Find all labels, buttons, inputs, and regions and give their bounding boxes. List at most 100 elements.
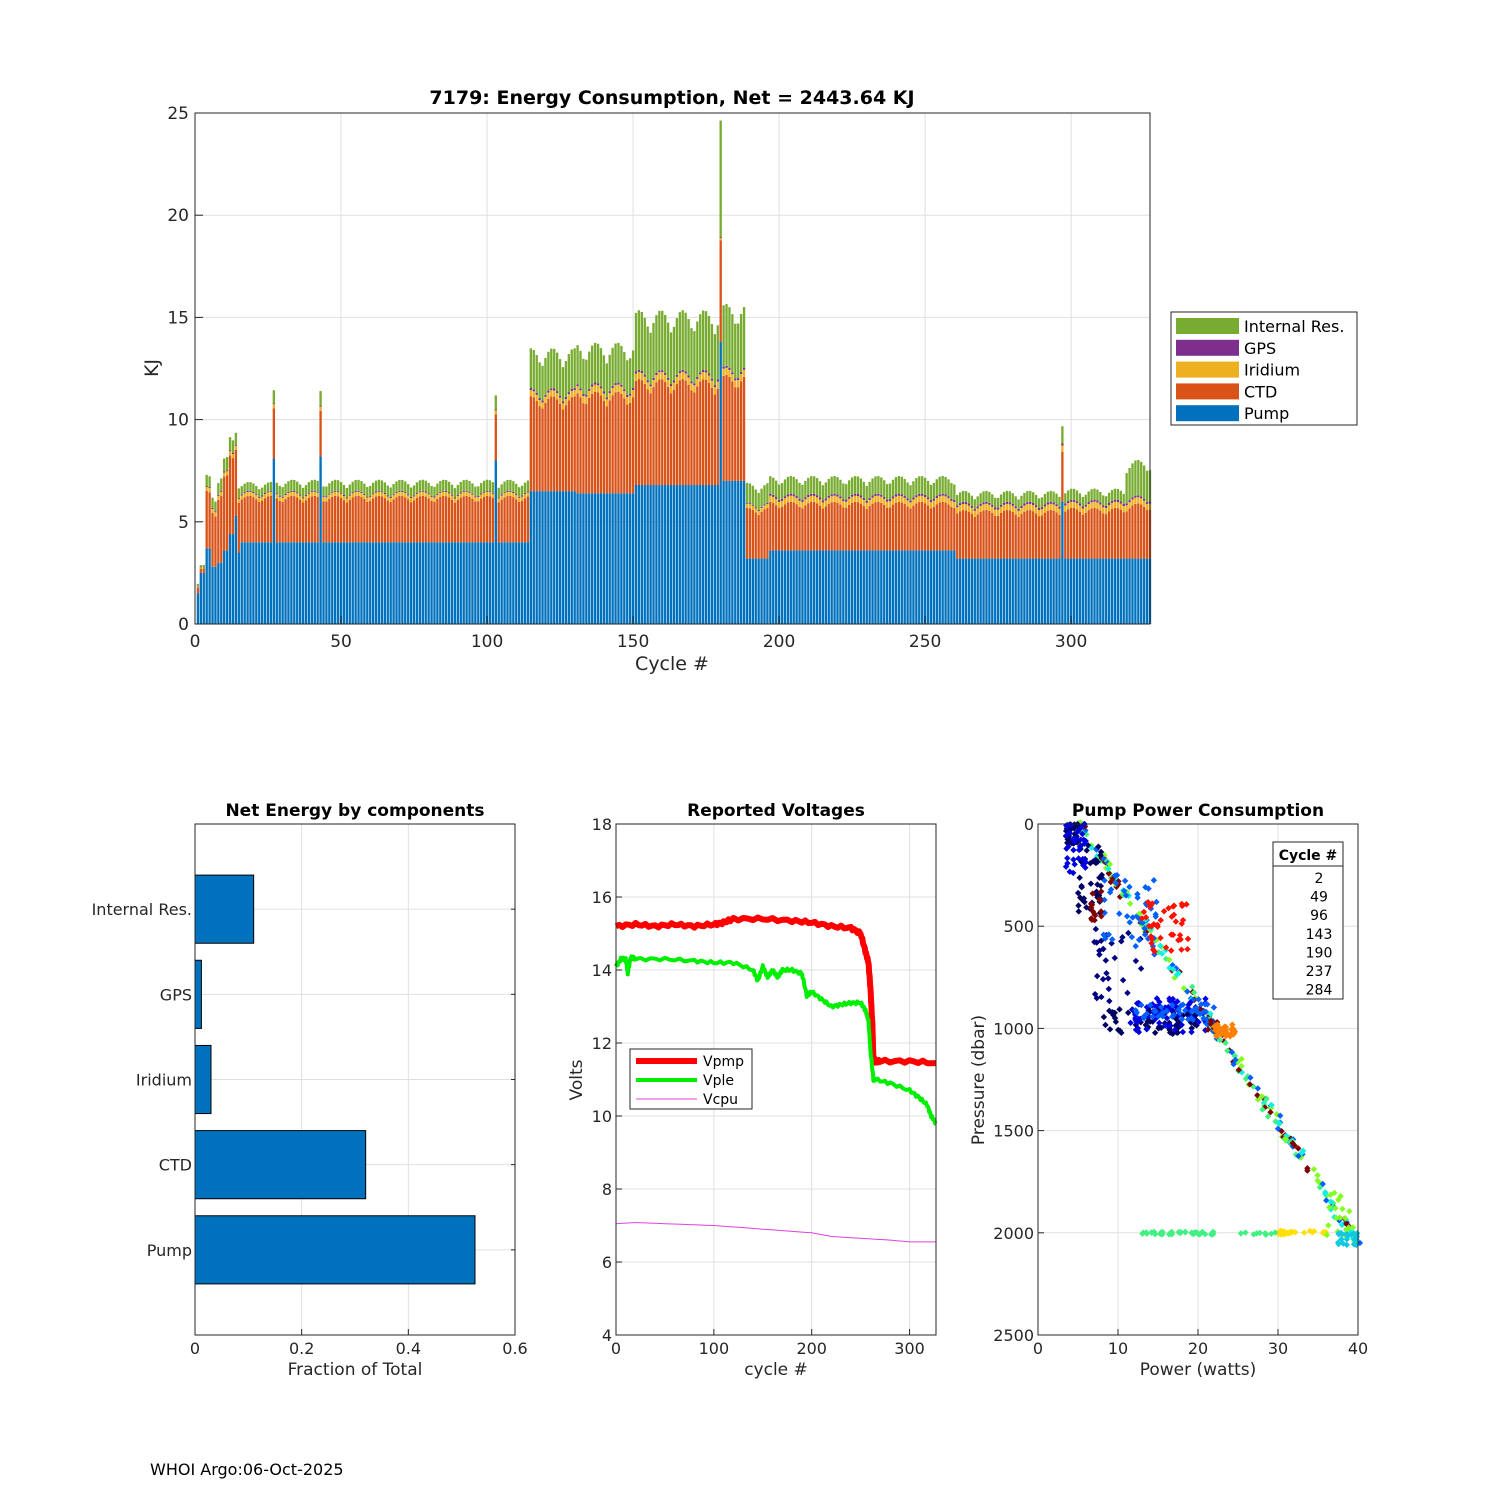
scatter-point xyxy=(1188,1025,1195,1032)
legend-label: Internal Res. xyxy=(1244,317,1344,336)
bar-iridium xyxy=(366,497,369,502)
bar-pump xyxy=(745,558,749,624)
bar-internal xyxy=(801,484,804,501)
x-tick-label: 0 xyxy=(190,632,201,652)
bar-iridium xyxy=(243,493,246,498)
bar-iridium xyxy=(1040,509,1044,516)
bar-iridium xyxy=(1128,502,1131,509)
bar-ctd xyxy=(345,502,349,543)
bar-pump xyxy=(351,542,354,624)
bar-internal xyxy=(868,481,871,498)
bar-gps xyxy=(777,499,781,502)
bar-internal xyxy=(439,481,442,492)
bar-gps xyxy=(1087,501,1090,505)
bar-internal xyxy=(328,483,331,494)
bar-pump xyxy=(912,550,915,624)
scatter-point xyxy=(1088,904,1095,911)
bar-pump xyxy=(304,542,308,624)
bar-internal xyxy=(520,485,524,496)
pump-power-xlabel: Power (watts) xyxy=(1140,1360,1257,1380)
scatter-point xyxy=(1132,1026,1140,1033)
bar-internal xyxy=(824,482,827,499)
bar-pump xyxy=(1029,558,1032,624)
scatter-point xyxy=(1133,1018,1140,1025)
bar-pump xyxy=(664,485,667,624)
scatter-point xyxy=(1099,945,1107,953)
bar-iridium xyxy=(780,500,784,508)
bar-internal xyxy=(880,477,883,495)
bar-gps xyxy=(664,372,667,375)
scatter-point xyxy=(1094,894,1101,901)
bar-internal xyxy=(1040,497,1044,508)
bar-gps xyxy=(503,492,506,494)
bar-ctd xyxy=(1061,451,1064,502)
bar-pump xyxy=(313,542,316,624)
bar-pump xyxy=(827,550,830,624)
bar-internal xyxy=(1093,488,1096,500)
bar-gps xyxy=(658,370,661,373)
bar-iridium xyxy=(696,379,699,387)
bar-ctd xyxy=(664,382,667,486)
scatter-point xyxy=(1140,1229,1147,1236)
bar-internal xyxy=(1116,488,1120,500)
bar-iridium xyxy=(328,494,331,499)
bar-gps xyxy=(760,506,763,508)
bar-internal xyxy=(196,583,200,586)
bar-internal xyxy=(231,440,235,453)
bar-gps xyxy=(827,495,830,498)
bar-ctd xyxy=(322,501,325,543)
bar-gps xyxy=(558,395,562,398)
bar-pump xyxy=(407,542,410,624)
bar-internal xyxy=(982,491,985,503)
bar-pump xyxy=(535,491,538,624)
bar-iridium xyxy=(815,497,819,504)
bar-ctd xyxy=(953,508,956,551)
bar-ctd xyxy=(398,496,401,543)
bar-pump xyxy=(567,491,570,624)
bar-internal xyxy=(430,486,433,496)
bar-internal xyxy=(225,457,229,471)
bar-internal xyxy=(807,477,810,495)
bar-iridium xyxy=(196,586,200,588)
bar-gps xyxy=(614,383,617,386)
bar-iridium xyxy=(383,493,386,499)
bar-internal xyxy=(360,481,363,492)
bar-internal xyxy=(462,480,465,492)
scatter-point xyxy=(1196,1005,1204,1012)
bar-iridium xyxy=(991,506,994,513)
bar-pump xyxy=(240,542,243,624)
scatter-point xyxy=(1354,1230,1361,1237)
bar-gps xyxy=(1096,500,1099,503)
bar-pump xyxy=(877,550,880,624)
bar-pump xyxy=(699,485,702,624)
bar-iridium xyxy=(926,499,930,506)
scatter-point xyxy=(1175,1024,1182,1031)
bar-ctd xyxy=(614,392,617,494)
bar-internal xyxy=(675,318,679,375)
scatter-point xyxy=(1097,882,1105,890)
scatter-point xyxy=(1339,1205,1346,1213)
bar-internal xyxy=(985,490,988,502)
bar-internal xyxy=(298,484,302,495)
bar-internal xyxy=(696,321,699,378)
bar-gps xyxy=(865,500,868,503)
bar-internal xyxy=(818,481,822,498)
bar-ctd xyxy=(1026,510,1029,559)
bar-ctd xyxy=(1142,506,1146,559)
scatter-point xyxy=(1179,1028,1187,1036)
bar-ctd xyxy=(310,496,313,543)
bar-pump xyxy=(1072,558,1076,624)
bar-pump xyxy=(701,485,705,624)
bar-ctd xyxy=(731,381,734,481)
scatter-point xyxy=(1097,848,1105,856)
x-tick-label: 100 xyxy=(699,1339,730,1358)
bar-gps xyxy=(585,394,588,397)
bar-iridium xyxy=(701,372,705,380)
bar-ctd xyxy=(196,587,200,594)
bar-gps xyxy=(360,491,363,493)
legend-swatch xyxy=(1176,405,1239,422)
bar-ctd xyxy=(748,508,752,559)
bar-internal xyxy=(883,480,886,497)
bar-internal xyxy=(789,476,792,494)
